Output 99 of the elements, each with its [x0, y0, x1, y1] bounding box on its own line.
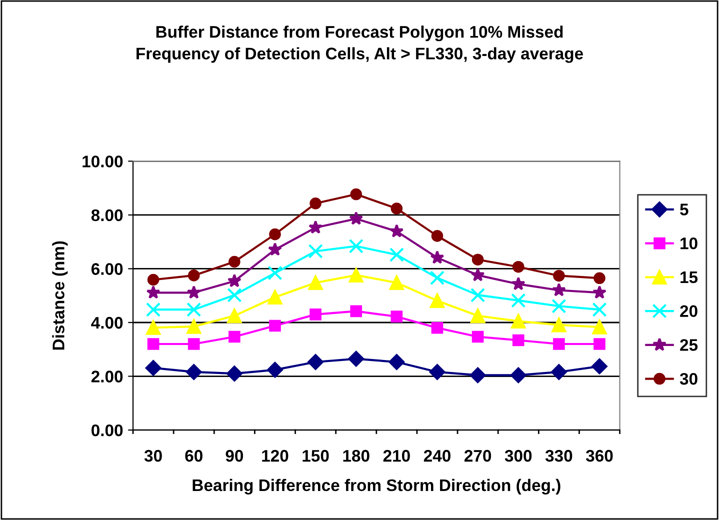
point: [147, 338, 160, 350]
point: [226, 366, 242, 382]
x-tick-label: 60: [185, 450, 202, 462]
point: [350, 305, 362, 318]
point: [269, 320, 281, 332]
point: [470, 308, 486, 324]
point: [594, 272, 606, 284]
point: [188, 270, 200, 282]
point: [430, 270, 445, 286]
y-tick-label: 8.00: [91, 209, 123, 222]
point: [512, 334, 524, 346]
point: [348, 350, 364, 367]
x-tick-label: 120: [262, 450, 288, 462]
point: [552, 318, 566, 332]
point: [188, 338, 200, 350]
legend-label: 15: [680, 272, 698, 284]
x-tick-label: 30: [144, 450, 162, 462]
point: [186, 319, 202, 334]
point: [472, 330, 484, 343]
point: [227, 288, 242, 302]
legend-label: 10: [680, 237, 698, 250]
x-tick-label: 150: [302, 450, 329, 462]
point: [228, 256, 240, 268]
point: [510, 367, 526, 384]
point: [146, 285, 160, 299]
x-tick-label: 360: [586, 450, 613, 462]
legend-label: 5: [680, 204, 688, 216]
point: [269, 228, 281, 240]
point: [389, 247, 404, 262]
y-tick-label: 10.00: [82, 156, 123, 168]
point: [511, 276, 526, 290]
point: [310, 308, 322, 320]
point: [348, 238, 364, 254]
point: [430, 293, 445, 308]
point: [431, 322, 444, 334]
point: [429, 364, 446, 380]
point: [553, 338, 565, 350]
x-axis-title: Bearing Difference from Storm Direction (deg.): [192, 478, 560, 495]
y-tick-label: 4.00: [91, 316, 123, 329]
x-tick-label: 210: [383, 450, 410, 462]
point: [228, 330, 240, 343]
legend-label: 20: [680, 305, 698, 318]
point: [267, 362, 283, 378]
y-tick-label: 2.00: [91, 370, 123, 382]
y-tick-label: 6.00: [91, 263, 123, 275]
point: [470, 268, 485, 282]
point: [227, 308, 242, 324]
point: [268, 290, 282, 305]
point: [308, 220, 323, 234]
point: [147, 274, 160, 286]
point: [348, 268, 364, 282]
point: [308, 354, 324, 370]
chart-title: Buffer Distance from Forecast Polygon 10% Missed Frequency of Detection Cells, Alt > FL330, 3-day average: [136, 26, 584, 63]
x-tick-label: 180: [343, 450, 370, 462]
point: [186, 364, 202, 380]
x-tick-label: 90: [226, 450, 244, 462]
point: [552, 282, 566, 296]
point: [552, 298, 566, 314]
point: [310, 198, 322, 210]
point: [470, 288, 486, 302]
point: [592, 320, 607, 334]
x-tick-label: 270: [464, 450, 492, 462]
x-tick-label: 240: [424, 450, 450, 462]
point: [511, 293, 526, 308]
point: [553, 270, 565, 282]
point: [227, 274, 242, 288]
point: [512, 260, 524, 273]
point: [511, 314, 526, 328]
point: [592, 302, 607, 317]
point: [268, 266, 282, 280]
point: [390, 202, 403, 214]
point: [146, 302, 161, 317]
point: [349, 211, 364, 225]
point: [551, 364, 567, 380]
y-axis-title: Distance (nm): [52, 241, 68, 350]
x-tick-label: 300: [504, 450, 532, 462]
point: [472, 254, 484, 266]
legend-label: 25: [680, 339, 698, 351]
point: [268, 242, 282, 256]
x-tick-label: 330: [545, 450, 572, 462]
point: [431, 230, 444, 242]
point: [388, 354, 405, 370]
point: [430, 250, 444, 264]
point: [592, 358, 608, 374]
y-tick-label: 0.00: [92, 424, 123, 436]
point: [470, 367, 486, 384]
point: [350, 188, 362, 200]
point: [390, 310, 403, 322]
legend-label: 30: [680, 372, 698, 385]
point: [594, 338, 606, 350]
point: [389, 275, 404, 290]
point: [308, 244, 323, 259]
point: [592, 285, 606, 299]
point: [390, 224, 404, 238]
point: [186, 285, 201, 299]
point: [308, 275, 323, 290]
point: [186, 302, 202, 317]
point: [146, 320, 161, 335]
point: [145, 360, 162, 376]
